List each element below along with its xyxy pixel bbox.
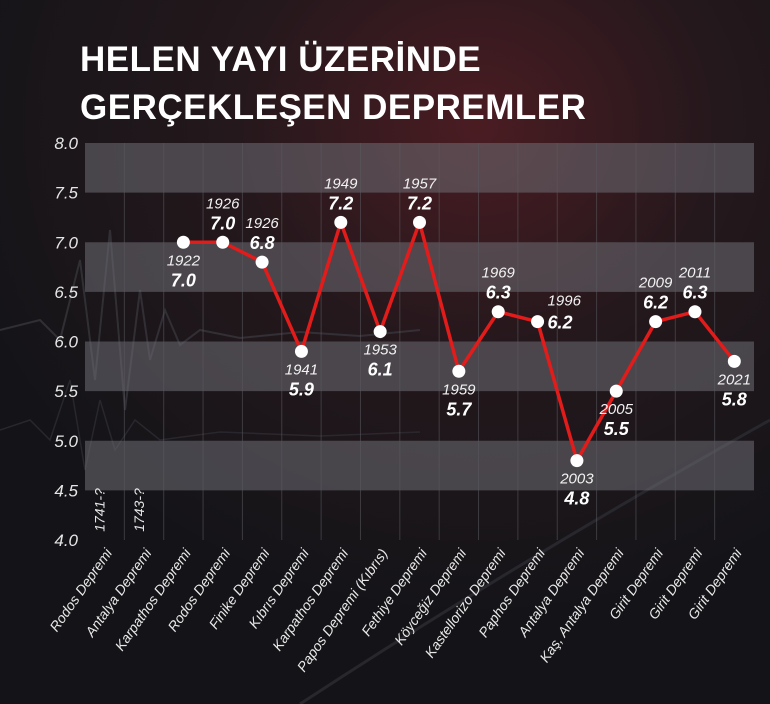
chart-title-line-2: GERÇEKLEŞEN DEPREMLER: [80, 88, 587, 127]
magnitude-label: 6.1: [368, 360, 393, 380]
year-label: 1926: [206, 195, 240, 212]
grid-bands: [85, 143, 754, 491]
year-label: 2009: [638, 275, 673, 292]
chart-title-line-1: HELEN YAYI ÜZERİNDE: [80, 40, 482, 79]
grid-band-3: [85, 143, 754, 193]
grid-band-2: [85, 242, 754, 292]
data-point: [216, 235, 230, 249]
data-point: [609, 384, 623, 398]
year-label: 1949: [324, 175, 358, 192]
seismograph-trace: [0, 229, 421, 411]
year-label: 2003: [559, 471, 594, 488]
year-label: 1959: [442, 381, 476, 398]
data-point: [649, 315, 663, 329]
magnitude-label: 4.8: [563, 489, 589, 509]
data-point: [452, 364, 466, 378]
magnitude-label: 5.9: [289, 379, 314, 399]
data-point: [570, 454, 584, 468]
year-label: 1922: [167, 252, 201, 269]
magnitude-label: 6.8: [250, 233, 275, 253]
data-point: [413, 215, 426, 229]
y-tick-label: 7.0: [54, 233, 78, 252]
magnitude-label: 5.7: [446, 399, 472, 419]
data-point: [373, 325, 387, 339]
year-label: 1953: [363, 342, 397, 359]
y-tick-label: 7.5: [54, 184, 78, 203]
y-tick-label: 6.5: [54, 283, 78, 302]
magnitude-label: 5.5: [604, 419, 630, 439]
chart-title: HELEN YAYI ÜZERİNDE GERÇEKLEŞEN DEPREMLE…: [80, 36, 586, 132]
magnitude-label: 6.2: [643, 293, 668, 313]
year-label: 2021: [717, 371, 751, 388]
data-point: [294, 344, 308, 358]
magnitude-label: 7.2: [407, 193, 432, 213]
year-label: 1957: [403, 175, 437, 192]
magnitude-label: 6.2: [548, 313, 573, 333]
x-category-label: Köyceğiz Depremi: [391, 545, 470, 648]
y-tick-label: 4.0: [54, 531, 78, 550]
data-points: [176, 215, 741, 468]
data-point: [176, 235, 190, 249]
data-point: [688, 305, 702, 319]
year-label: 1969: [482, 265, 516, 282]
year-label: 2011: [678, 265, 711, 282]
grid-band-1: [85, 341, 754, 392]
data-point: [334, 215, 348, 229]
y-tick-label: 5.5: [54, 382, 78, 401]
magnitude-label: 7.2: [328, 193, 353, 213]
seismograph-trace-2: [0, 379, 421, 471]
grid-band-0: [85, 440, 754, 491]
year-label: 2005: [599, 401, 634, 418]
data-point: [727, 354, 741, 368]
year-label: 1926: [245, 215, 279, 232]
magnitude-label: 6.3: [682, 283, 707, 303]
y-tick-label: 8.0: [54, 134, 78, 153]
y-tick-label: 6.0: [54, 333, 78, 352]
y-tick-label: 5.0: [54, 432, 78, 451]
magnitude-label: 7.0: [210, 213, 235, 233]
y-axis-ticks: 4.0 4.5 5.0 5.5 6.0 6.5 7.0 7.5 8.0: [54, 134, 78, 550]
year-label-unknown: 1743-?: [131, 488, 147, 532]
year-label: 1941: [285, 361, 318, 378]
magnitude-label: 6.3: [486, 283, 511, 303]
data-point: [491, 305, 505, 319]
year-label: 1996: [548, 293, 582, 310]
data-point: [255, 255, 269, 269]
magnitude-label: 5.8: [722, 389, 747, 409]
magnitude-label: 7.0: [171, 270, 196, 290]
data-point: [531, 315, 545, 329]
year-label-unknown: 1741-?: [92, 488, 108, 532]
y-tick-label: 4.5: [54, 481, 78, 500]
